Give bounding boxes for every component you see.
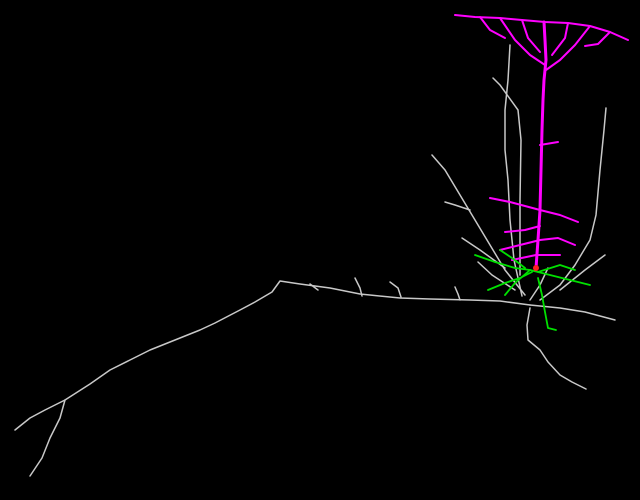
basal-dendrite [474, 249, 591, 331]
axon [14, 44, 616, 477]
soma [533, 265, 539, 271]
apical-dendrite [454, 14, 629, 270]
